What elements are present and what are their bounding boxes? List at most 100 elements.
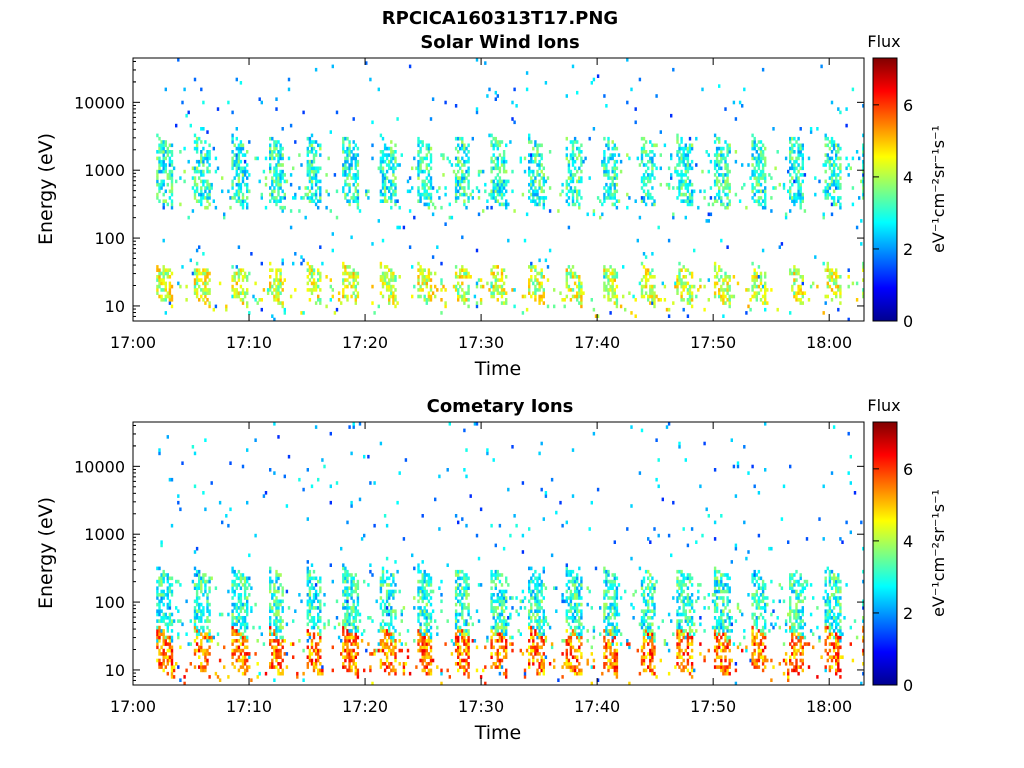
heatmap-cell [344, 622, 347, 627]
heatmap-cell [189, 258, 192, 263]
heatmap-cell [392, 665, 395, 669]
heatmap-cell [273, 422, 276, 426]
heatmap-cell [459, 612, 462, 617]
heatmap-cell [231, 186, 234, 190]
heatmap-cell [502, 602, 506, 607]
heatmap-cell [454, 642, 458, 646]
heatmap-cell [206, 166, 209, 171]
heatmap-cell [354, 275, 357, 279]
heatmap-cell [193, 146, 197, 151]
heatmap-cell [828, 268, 832, 272]
heatmap-cell [461, 156, 464, 161]
heatmap-cell [713, 196, 717, 200]
heatmap-cell [839, 169, 842, 174]
heatmap-cell [690, 275, 694, 279]
heatmap-cell [761, 176, 765, 180]
heatmap-cell [346, 652, 349, 656]
heatmap-cell [352, 278, 355, 282]
heatmap-cell [427, 179, 431, 184]
heatmap-cell [502, 288, 506, 292]
heatmap-cell [243, 199, 247, 203]
heatmap-cell [795, 298, 798, 302]
heatmap-cell [417, 642, 420, 646]
heatmap-cell [626, 58, 629, 62]
heatmap-cell [204, 586, 207, 590]
heatmap-cell [346, 629, 349, 633]
heatmap-cell [241, 619, 245, 623]
heatmap-cell [782, 186, 786, 190]
heatmap-cell [837, 156, 840, 161]
heatmap-cell [502, 609, 506, 613]
heatmap-cell [235, 182, 238, 187]
heatmap-cell [584, 156, 587, 161]
heatmap-cell [239, 150, 243, 154]
heatmap-cell [390, 291, 393, 295]
heatmap-cell [348, 632, 351, 636]
heatmap-cell [354, 153, 357, 157]
heatmap-cell [166, 182, 169, 187]
heatmap-cell [400, 648, 403, 653]
heatmap-cell [388, 593, 391, 597]
heatmap-cell [204, 140, 207, 144]
heatmap-cell [342, 662, 345, 666]
heatmap-cell [465, 448, 468, 452]
heatmap-cell [423, 281, 426, 286]
heatmap-cell [795, 192, 798, 197]
heatmap-cell [379, 639, 383, 643]
heatmap-cell [241, 576, 245, 581]
heatmap-cell [678, 143, 681, 148]
heatmap-cell [647, 196, 650, 200]
heatmap-cell [607, 186, 610, 190]
heatmap-cell [314, 288, 318, 292]
heatmap-cell [348, 622, 351, 627]
heatmap-cell [423, 665, 426, 669]
heatmap-cell [177, 609, 180, 613]
heatmap-cell [824, 294, 827, 299]
heatmap-cell [241, 278, 245, 282]
heatmap-cell [467, 593, 470, 597]
heatmap-cell [306, 566, 309, 571]
heatmap-cell [461, 616, 464, 620]
heatmap-cell [546, 176, 550, 180]
heatmap-cell [674, 166, 677, 171]
heatmap-cell [379, 596, 383, 600]
heatmap-cell [832, 173, 836, 177]
heatmap-cell [429, 278, 433, 282]
heatmap-cell [565, 294, 568, 299]
heatmap-cell [233, 294, 236, 299]
heatmap-cell [519, 159, 522, 164]
heatmap-cell [722, 294, 725, 299]
heatmap-cell [467, 609, 470, 613]
heatmap-cell [753, 294, 756, 299]
heatmap-cell [791, 199, 794, 203]
heatmap-cell [262, 288, 266, 292]
heatmap-cell [277, 612, 280, 617]
heatmap-cell [759, 156, 763, 161]
heatmap-cell [718, 153, 721, 157]
heatmap-cell [419, 632, 422, 636]
heatmap-cell [346, 146, 349, 151]
heatmap-cell [563, 298, 566, 302]
heatmap-cell [344, 599, 347, 604]
heatmap-cell [463, 576, 466, 581]
heatmap-cell [310, 619, 314, 623]
heatmap-cell [350, 176, 353, 180]
heatmap-cell [275, 179, 278, 184]
heatmap-cell [158, 593, 161, 597]
heatmap-cell [398, 639, 401, 643]
heatmap-cell [686, 146, 690, 151]
heatmap-cell [279, 599, 282, 604]
heatmap-cell [248, 189, 251, 194]
heatmap-cell [237, 569, 241, 574]
heatmap-cell [839, 182, 842, 187]
heatmap-cell [365, 61, 368, 65]
heatmap-cell [158, 163, 161, 167]
heatmap-cell [655, 94, 658, 98]
heatmap-cell [423, 616, 426, 620]
heatmap-cell [609, 288, 612, 292]
heatmap-cell [292, 261, 295, 266]
heatmap-cell [310, 133, 314, 138]
heatmap-cell [530, 278, 533, 282]
heatmap-cell [542, 166, 545, 171]
heatmap-cell [193, 573, 197, 577]
